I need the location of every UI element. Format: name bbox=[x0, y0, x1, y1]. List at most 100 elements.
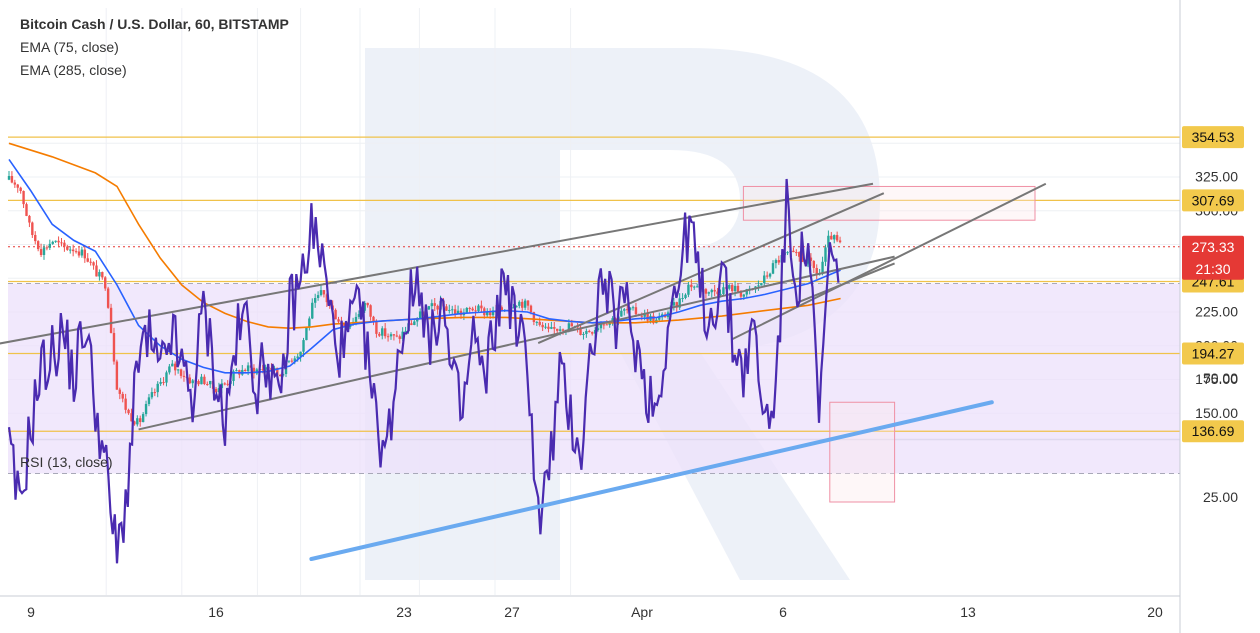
candle-body-62 bbox=[188, 377, 191, 384]
candle-body-139 bbox=[413, 321, 416, 325]
level-tag-label-4: 136.69 bbox=[1192, 423, 1235, 439]
candle-body-240 bbox=[707, 292, 711, 294]
candle-body-45 bbox=[139, 418, 142, 423]
candle-body-276 bbox=[812, 260, 816, 268]
candle-body-140 bbox=[416, 318, 419, 322]
candle-body-127 bbox=[378, 333, 381, 336]
candle-body-125 bbox=[372, 316, 375, 322]
candle-body-122 bbox=[363, 302, 366, 311]
price-axis-bg bbox=[1180, 0, 1260, 633]
candle-body-119 bbox=[354, 316, 358, 322]
candle-body-37 bbox=[115, 361, 119, 390]
candle-body-81 bbox=[243, 369, 247, 372]
candle-body-249 bbox=[733, 285, 737, 292]
candle-body-152 bbox=[451, 309, 454, 311]
countdown-label: 21:30 bbox=[1195, 261, 1230, 277]
candle-body-239 bbox=[704, 289, 708, 294]
candle-body-52 bbox=[159, 382, 162, 384]
candle-body-261 bbox=[768, 273, 772, 277]
candle-body-47 bbox=[144, 403, 148, 415]
candle-body-5 bbox=[22, 191, 25, 205]
candle-body-153 bbox=[453, 309, 457, 314]
candle-body-176 bbox=[521, 301, 524, 308]
chart-title: Bitcoin Cash / U.S. Dollar, 60, BITSTAMP bbox=[20, 16, 289, 32]
candle-body-260 bbox=[765, 275, 769, 277]
candle-body-2 bbox=[13, 182, 17, 185]
candle-body-108 bbox=[322, 290, 326, 295]
candle-body-145 bbox=[430, 303, 434, 307]
candle-body-36 bbox=[112, 332, 116, 362]
candle-body-169 bbox=[500, 307, 504, 311]
time-tick-label-1: 16 bbox=[208, 604, 224, 620]
candle-body-87 bbox=[261, 369, 264, 371]
candle-body-189 bbox=[558, 329, 562, 331]
candle-body-218 bbox=[643, 313, 646, 317]
candle-body-138 bbox=[410, 323, 413, 325]
candle-body-58 bbox=[176, 369, 180, 371]
level-tag-label-3: 194.27 bbox=[1192, 345, 1235, 361]
candle-body-180 bbox=[532, 312, 536, 322]
candle-body-204 bbox=[602, 324, 606, 326]
candle-body-129 bbox=[383, 328, 387, 337]
time-tick-label-6: 13 bbox=[960, 604, 976, 620]
level-tag-label-1: 307.69 bbox=[1192, 192, 1235, 208]
candle-body-151 bbox=[448, 309, 451, 311]
level-tag-label-0: 354.53 bbox=[1192, 129, 1235, 145]
candle-body-8 bbox=[31, 222, 34, 235]
candle-body-267 bbox=[786, 252, 789, 254]
candle-body-193 bbox=[570, 323, 573, 327]
candle-body-98 bbox=[293, 358, 296, 362]
candle-body-124 bbox=[369, 305, 372, 317]
candle-body-46 bbox=[141, 414, 145, 423]
candle-body-161 bbox=[477, 305, 480, 312]
price-tick-label-1: 175.00 bbox=[1195, 371, 1238, 387]
candle-body-38 bbox=[118, 389, 122, 394]
candle-body-177 bbox=[523, 300, 527, 308]
candle-body-257 bbox=[757, 285, 760, 287]
candle-body-154 bbox=[456, 310, 460, 314]
candle-body-166 bbox=[491, 310, 495, 316]
rsi-tick-label-0: 25.00 bbox=[1203, 489, 1238, 505]
candle-body-104 bbox=[311, 302, 314, 319]
candle-body-101 bbox=[302, 340, 305, 352]
candle-body-219 bbox=[646, 313, 649, 321]
candle-body-34 bbox=[106, 288, 110, 308]
candle-body-20 bbox=[66, 246, 69, 250]
candle-body-285 bbox=[838, 240, 842, 243]
candle-body-210 bbox=[620, 310, 623, 317]
candle-body-24 bbox=[77, 251, 81, 256]
candle-body-53 bbox=[162, 382, 165, 384]
candle-body-3 bbox=[16, 184, 19, 188]
candle-body-131 bbox=[389, 334, 393, 337]
time-tick-label-5: 6 bbox=[779, 604, 787, 620]
candle-body-17 bbox=[57, 240, 60, 243]
rsi-line bbox=[7, 178, 840, 564]
candle-body-135 bbox=[401, 331, 404, 339]
candle-body-283 bbox=[833, 235, 836, 240]
level-tag-1 bbox=[1182, 189, 1244, 212]
candle-body-0 bbox=[7, 176, 11, 180]
candle-body-97 bbox=[290, 360, 294, 362]
candle-body-13 bbox=[45, 247, 49, 249]
candle-body-258 bbox=[760, 283, 763, 286]
candle-body-109 bbox=[325, 294, 329, 303]
candle-body-21 bbox=[69, 249, 72, 251]
candle-body-96 bbox=[287, 360, 291, 362]
candle-body-159 bbox=[471, 308, 474, 311]
trendline-2 bbox=[537, 192, 885, 344]
candle-body-175 bbox=[518, 301, 521, 306]
candle-body-40 bbox=[124, 398, 127, 410]
candle-body-68 bbox=[206, 384, 209, 386]
candle-body-56 bbox=[171, 363, 174, 367]
candle-body-223 bbox=[658, 317, 661, 320]
candle-body-23 bbox=[74, 251, 78, 253]
candle-body-50 bbox=[153, 392, 156, 394]
candle-body-9 bbox=[34, 234, 37, 242]
candle-body-241 bbox=[710, 289, 713, 293]
level-tag-0 bbox=[1182, 126, 1244, 149]
candle-body-230 bbox=[678, 298, 681, 308]
candle-body-280 bbox=[824, 247, 827, 262]
candle-body-215 bbox=[634, 307, 638, 315]
trendline-3 bbox=[732, 182, 1047, 340]
candle-body-30 bbox=[95, 265, 98, 277]
